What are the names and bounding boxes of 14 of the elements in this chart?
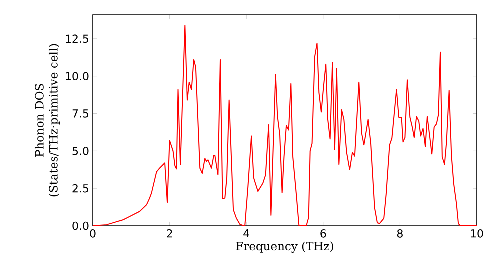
x-tick-label: 0 (90, 230, 96, 238)
y-axis-title: Phonon DOS (States/THz·primitive cell) (34, 44, 60, 197)
x-tick-label: 8 (397, 230, 403, 238)
x-tick-label: 4 (244, 230, 250, 238)
y-tick-label: 5.0 (72, 147, 89, 156)
y-tick-label: 10.0 (66, 72, 89, 81)
y-tick-label: 12.5 (66, 34, 89, 44)
x-tick-label: 6 (320, 230, 326, 238)
x-tick-label: 2 (167, 230, 172, 238)
y-tick-label: 0.0 (72, 222, 89, 230)
x-tick-label: 10 (471, 230, 484, 238)
y-tick-label: 2.5 (72, 184, 89, 193)
y-tick-label: 7.5 (72, 110, 89, 118)
x-axis-title: Frequency (THz) (236, 242, 334, 253)
